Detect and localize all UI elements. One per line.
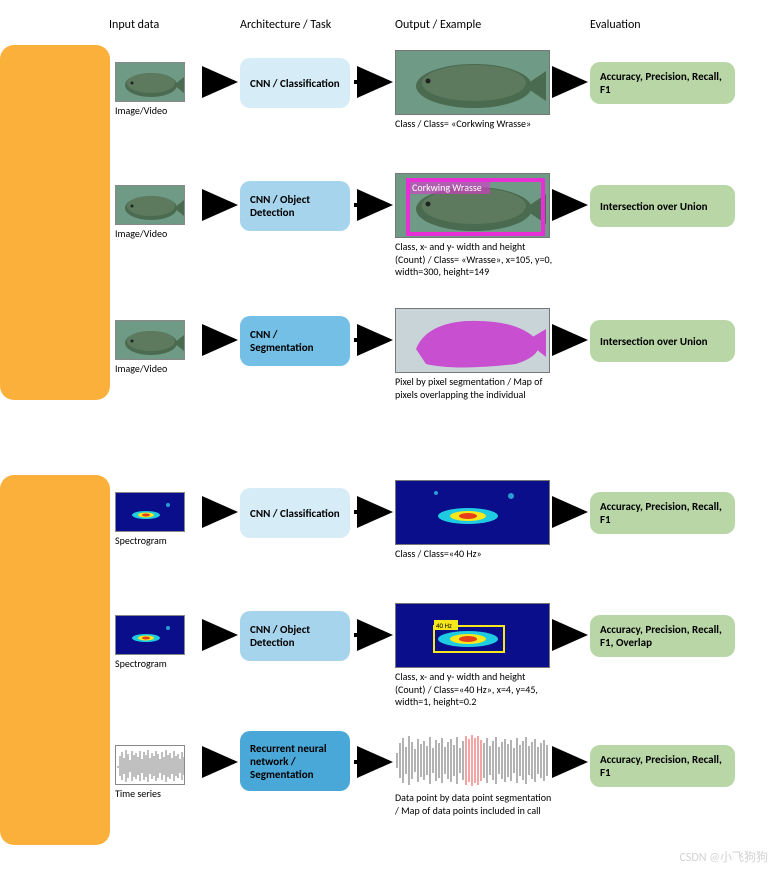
watermark: CSDN @小飞狗狗: [680, 848, 768, 865]
arrows: [0, 0, 776, 871]
